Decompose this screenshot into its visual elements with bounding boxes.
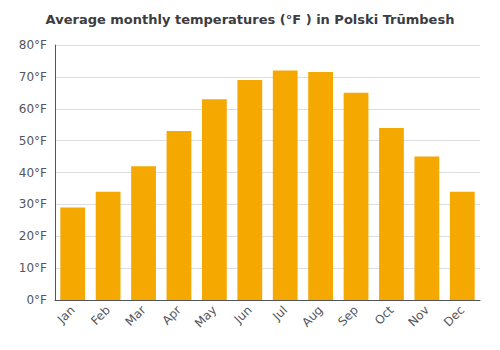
svg-text:80°F: 80°F bbox=[19, 38, 47, 52]
svg-text:Nov: Nov bbox=[405, 303, 431, 329]
svg-text:Sep: Sep bbox=[335, 303, 361, 329]
svg-text:0°F: 0°F bbox=[26, 293, 47, 307]
svg-text:Jan: Jan bbox=[54, 303, 78, 327]
svg-text:10°F: 10°F bbox=[19, 261, 47, 275]
svg-text:Jul: Jul bbox=[269, 303, 290, 324]
svg-text:May: May bbox=[192, 303, 219, 330]
svg-text:Dec: Dec bbox=[441, 303, 467, 329]
svg-text:50°F: 50°F bbox=[19, 134, 47, 148]
svg-text:Oct: Oct bbox=[372, 303, 397, 328]
svg-text:Apr: Apr bbox=[159, 303, 184, 328]
svg-text:Jun: Jun bbox=[231, 303, 255, 327]
svg-text:40°F: 40°F bbox=[19, 166, 47, 180]
svg-text:Feb: Feb bbox=[88, 303, 113, 328]
svg-text:Average monthly temperatures (: Average monthly temperatures (°F ) in Po… bbox=[46, 12, 455, 27]
svg-text:Aug: Aug bbox=[299, 303, 325, 329]
svg-text:Mar: Mar bbox=[123, 303, 149, 329]
svg-text:20°F: 20°F bbox=[19, 229, 47, 243]
svg-text:70°F: 70°F bbox=[19, 70, 47, 84]
svg-text:60°F: 60°F bbox=[19, 102, 47, 116]
svg-text:30°F: 30°F bbox=[19, 197, 47, 211]
